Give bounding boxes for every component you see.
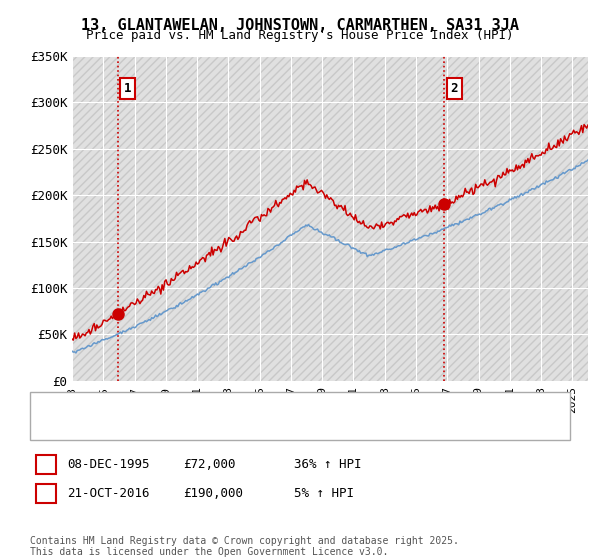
Text: 5% ↑ HPI: 5% ↑ HPI <box>294 487 354 501</box>
Text: 08-DEC-1995: 08-DEC-1995 <box>67 458 150 472</box>
Text: £190,000: £190,000 <box>183 487 243 501</box>
Text: ─────: ───── <box>48 395 90 409</box>
Text: 13, GLANTAWELAN, JOHNSTOWN, CARMARTHEN, SA31 3JA (detached house): 13, GLANTAWELAN, JOHNSTOWN, CARMARTHEN, … <box>93 397 499 407</box>
Text: 1: 1 <box>43 458 50 472</box>
Text: 1: 1 <box>124 82 131 95</box>
Text: 13, GLANTAWELAN, JOHNSTOWN, CARMARTHEN, SA31 3JA: 13, GLANTAWELAN, JOHNSTOWN, CARMARTHEN, … <box>81 18 519 33</box>
Text: Price paid vs. HM Land Registry's House Price Index (HPI): Price paid vs. HM Land Registry's House … <box>86 29 514 42</box>
Text: HPI: Average price, detached house, Carmarthenshire: HPI: Average price, detached house, Carm… <box>93 414 412 424</box>
Text: 36% ↑ HPI: 36% ↑ HPI <box>294 458 361 472</box>
Text: ─────: ───── <box>48 412 90 426</box>
Text: Contains HM Land Registry data © Crown copyright and database right 2025.
This d: Contains HM Land Registry data © Crown c… <box>30 535 459 557</box>
Text: 2: 2 <box>450 82 458 95</box>
Text: 2: 2 <box>43 487 50 501</box>
Text: 21-OCT-2016: 21-OCT-2016 <box>67 487 150 501</box>
Text: £72,000: £72,000 <box>183 458 235 472</box>
